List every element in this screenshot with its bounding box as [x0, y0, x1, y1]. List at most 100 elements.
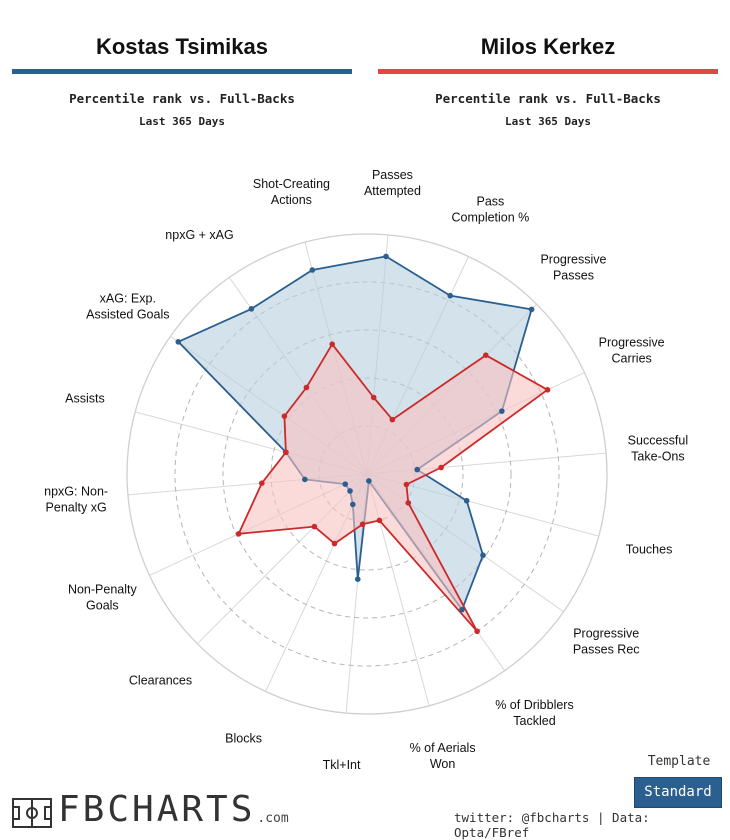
- axis-label-line: Assisted Goals: [86, 308, 169, 322]
- axis-label: Shot-Creating Actions: [253, 177, 330, 207]
- axis-label: Clearances: [129, 673, 192, 687]
- series-point-2: [311, 523, 318, 530]
- axis-label-line: Completion %: [451, 210, 529, 224]
- fbcharts-logo: FBCHARTS .com: [12, 788, 289, 828]
- axis-label-line: npxG + xAG: [165, 228, 233, 242]
- axis-label-line: Blocks: [225, 732, 262, 746]
- axis-label-line: xAG: Exp.: [100, 292, 156, 306]
- player1-name: Kostas Tsimikas: [95, 34, 268, 59]
- axis-label-line: Progressive: [573, 626, 639, 640]
- axis-label: % of Dribblers Tackled: [495, 698, 574, 728]
- axis-label: npxG + xAG: [165, 228, 233, 242]
- axis-label: Progressive Passes Rec: [573, 626, 640, 656]
- series-point-2: [331, 540, 338, 547]
- series-point-2: [281, 413, 288, 419]
- series-point-2: [303, 384, 310, 391]
- axis-label: Progressive Carries: [599, 336, 665, 366]
- series-point-1: [366, 478, 372, 484]
- axis-label-line: Non-Penalty: [68, 582, 138, 596]
- player2-period: Last 365 Days: [504, 115, 592, 128]
- axis-label-line: Passes: [553, 269, 594, 283]
- axis-label: % of Aerials Won: [410, 741, 476, 771]
- axis-label: Non-Penalty Goals: [68, 582, 138, 612]
- player2-color-bar: [378, 69, 718, 74]
- series-point-1: [175, 339, 182, 345]
- template-select-button[interactable]: Standard: [634, 777, 722, 808]
- axis-label-line: Progressive: [599, 336, 665, 350]
- series-point-2: [235, 531, 242, 537]
- series-point-2: [544, 387, 551, 393]
- series-point-2: [405, 500, 412, 506]
- template-label: Template: [647, 754, 711, 769]
- series-point-1: [414, 466, 421, 473]
- series-point-1: [463, 497, 470, 504]
- axis-label-line: Penalty xG: [46, 500, 107, 514]
- series-point-1: [354, 576, 361, 582]
- brand-suffix: .com: [257, 811, 289, 826]
- series-point-2: [370, 394, 377, 401]
- axis-label: Assists: [65, 391, 105, 405]
- axis-label-line: Passes Rec: [573, 642, 640, 656]
- series-point-2: [329, 341, 336, 347]
- axis-label-line: Carries: [611, 352, 651, 366]
- axis-label-line: Attempted: [364, 184, 421, 198]
- axis-label: Passes Attempted: [364, 168, 421, 198]
- axis-label-line: % of Aerials: [410, 741, 476, 755]
- pitch-icon: [12, 798, 52, 828]
- axis-label: Progressive Passes: [540, 253, 606, 283]
- axis-label: Pass Completion %: [451, 194, 529, 224]
- axis-label-line: Pass: [477, 194, 505, 208]
- axis-label: npxG: Non- Penalty xG: [44, 484, 108, 514]
- series-point-2: [283, 449, 289, 456]
- series-point-2: [389, 416, 396, 423]
- player2-name: Milos Kerkez: [480, 34, 616, 59]
- axis-label: Touches: [626, 543, 673, 557]
- series-point-2: [259, 480, 265, 487]
- series-point-1: [350, 501, 356, 508]
- series-point-1: [347, 488, 353, 494]
- series-point-1: [309, 267, 316, 273]
- axis-label: Blocks: [225, 732, 262, 746]
- series-point-1: [383, 253, 389, 260]
- series-point-2: [359, 521, 366, 528]
- player1-period: Last 365 Days: [138, 115, 226, 128]
- series-point-2: [438, 464, 444, 471]
- player1-subtitle: Percentile rank vs. Full-Backs: [69, 91, 295, 106]
- series-point-2: [474, 628, 480, 635]
- axis-label-line: Progressive: [540, 253, 606, 267]
- series-point-2: [482, 352, 489, 359]
- series-point-1: [447, 292, 453, 299]
- axis-label-line: Assists: [65, 391, 105, 405]
- player1-color-bar: [12, 69, 352, 74]
- footer-credit: twitter: @fbcharts | Data: Opta/FBref: [454, 810, 650, 840]
- radar-grid-ring: [126, 233, 608, 715]
- axis-label-line: Take-Ons: [631, 450, 685, 464]
- axis-label: Tkl+Int: [323, 758, 361, 772]
- axis-label-line: Touches: [626, 543, 673, 557]
- player2-subtitle: Percentile rank vs. Full-Backs: [435, 91, 661, 106]
- axis-label-line: Won: [430, 757, 456, 771]
- series-point-1: [459, 606, 465, 613]
- series-point-1: [248, 306, 255, 312]
- axis-label-line: Clearances: [129, 673, 192, 687]
- axis-label-line: npxG: Non-: [44, 484, 108, 498]
- axis-label-line: Goals: [86, 598, 119, 612]
- series-point-1: [302, 476, 308, 483]
- series-point-1: [480, 552, 486, 559]
- brand-text: FBCHARTS: [58, 789, 256, 830]
- axis-label-line: Shot-Creating: [253, 177, 330, 191]
- series-point-2: [376, 517, 383, 524]
- axis-label-line: Passes: [372, 168, 413, 182]
- axis-label-line: % of Dribblers: [495, 698, 574, 712]
- axis-label: Successful Take-Ons: [628, 434, 688, 464]
- series-point-1: [499, 408, 505, 414]
- axis-label-line: Tackled: [513, 714, 555, 728]
- series-point-1: [342, 481, 349, 487]
- series-point-2: [403, 481, 410, 488]
- axis-label-line: Actions: [271, 193, 312, 207]
- series-point-1: [528, 306, 535, 313]
- axis-label-line: Successful: [628, 434, 688, 448]
- axis-label-line: Tkl+Int: [323, 758, 361, 772]
- axis-label: xAG: Exp. Assisted Goals: [86, 292, 169, 322]
